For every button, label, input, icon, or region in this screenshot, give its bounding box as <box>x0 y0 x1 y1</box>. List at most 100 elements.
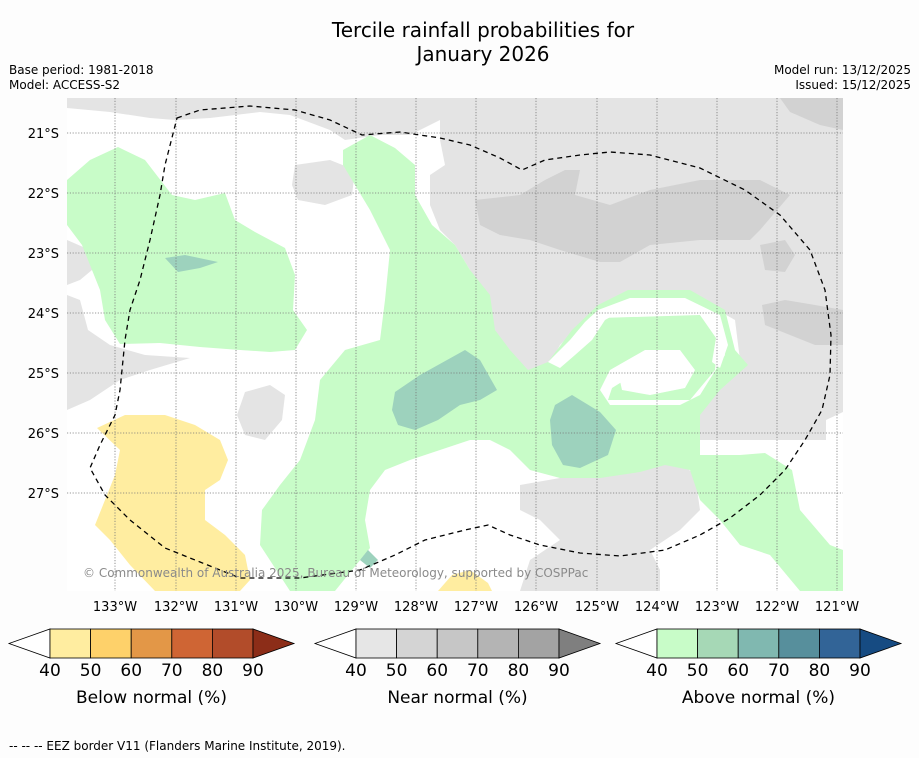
below-normal-segment-70 <box>171 628 213 659</box>
near-normal-core-ne <box>780 98 843 130</box>
near-normal-tick-80: 80 <box>508 661 530 681</box>
lon-label-131w: 131°W <box>214 600 258 615</box>
below-normal-tick-70: 70 <box>161 661 183 681</box>
below-normal-colorbar: 40 50 60 70 80 90 Below normal (%) <box>7 628 296 708</box>
copyright-attribution: © Commonwealth of Australia 2025, Bureau… <box>83 566 588 580</box>
above-normal-colorbar: 40 50 60 70 80 90 Above normal (%) <box>614 628 903 708</box>
above-normal-extend-min <box>614 628 658 659</box>
lon-label-125w: 125°W <box>575 600 619 615</box>
above-normal-segment-70 <box>778 628 820 659</box>
lon-label-128w: 128°W <box>394 600 438 615</box>
lat-label-25s: 25°S <box>28 367 59 382</box>
below-normal-segment-40 <box>49 628 91 659</box>
below-normal-region-southwest <box>95 415 250 591</box>
title-line-2: January 2026 <box>416 42 550 66</box>
near-normal-segment-80 <box>518 628 560 659</box>
below-normal-tick-40: 40 <box>39 661 61 681</box>
near-normal-region-southeast <box>520 462 700 591</box>
above-normal-tick-80: 80 <box>809 661 831 681</box>
map-panel: © Commonwealth of Australia 2025, Bureau… <box>67 98 843 591</box>
lat-label-21s: 21°S <box>28 127 59 142</box>
above-normal-core-west <box>165 255 218 272</box>
meta-right: Model run: 13/12/2025 Issued: 15/12/2025 <box>774 63 911 93</box>
latitude-labels: 21°S 22°S 23°S 24°S 25°S 26°S 27°S <box>28 127 59 502</box>
above-normal-tick-50: 50 <box>687 661 709 681</box>
near-normal-tick-50: 50 <box>386 661 408 681</box>
below-normal-tick-50: 50 <box>80 661 102 681</box>
lon-label-121w: 121°W <box>815 600 859 615</box>
below-normal-segment-50 <box>90 628 132 659</box>
near-normal-blob-south <box>237 385 285 440</box>
near-normal-region-north <box>67 98 440 140</box>
near-normal-segment-70 <box>477 628 519 659</box>
above-normal-ring-outer-gap <box>548 298 728 368</box>
above-normal-label: Above normal (%) <box>682 688 835 708</box>
below-normal-segment-60 <box>130 628 173 659</box>
eez-border <box>89 105 832 579</box>
graticule <box>67 98 843 591</box>
lon-label-129w: 129°W <box>334 600 378 615</box>
probability-fields <box>67 98 843 591</box>
above-normal-tick-70: 70 <box>768 661 790 681</box>
near-normal-extend-max <box>558 628 602 659</box>
below-normal-extend-max <box>252 628 296 659</box>
above-normal-extend-max <box>859 628 903 659</box>
near-normal-tick-70: 70 <box>467 661 489 681</box>
lon-label-130w: 130°W <box>274 600 318 615</box>
above-normal-segment-60 <box>737 628 780 659</box>
lat-label-23s: 23°S <box>28 247 59 262</box>
lon-label-124w: 124°W <box>635 600 679 615</box>
lat-label-22s: 22°S <box>28 187 59 202</box>
base-period: Base period: 1981-2018 <box>9 63 154 77</box>
near-normal-blob-center <box>292 160 355 205</box>
below-normal-region-south <box>438 570 492 591</box>
below-normal-tick-60: 60 <box>120 661 142 681</box>
near-normal-extend-min <box>313 628 357 659</box>
issued-date: Issued: 15/12/2025 <box>795 78 911 92</box>
above-normal-core-south <box>360 550 378 568</box>
above-normal-tick-60: 60 <box>727 661 749 681</box>
model-run: Model run: 13/12/2025 <box>773 63 911 77</box>
near-normal-segment-40 <box>355 628 397 659</box>
near-normal-region-west <box>67 240 190 410</box>
lon-label-123w: 123°W <box>695 600 739 615</box>
near-normal-tick-90: 90 <box>548 661 570 681</box>
lat-label-27s: 27°S <box>28 487 59 502</box>
below-normal-label: Below normal (%) <box>76 688 227 708</box>
lat-label-24s: 24°S <box>28 307 59 322</box>
below-normal-segment-80 <box>211 628 254 659</box>
below-normal-tick-90: 90 <box>242 661 264 681</box>
meta-left: Base period: 1981-2018 Model: ACCESS-S2 <box>9 63 154 93</box>
model-name: Model: ACCESS-S2 <box>9 78 121 92</box>
above-normal-segment-80 <box>819 628 861 659</box>
above-normal-segment-50 <box>697 628 739 659</box>
above-normal-region-west <box>67 147 307 352</box>
near-normal-core-east <box>760 240 843 345</box>
above-normal-tick-90: 90 <box>849 661 871 681</box>
longitude-labels: 133°W 132°W 131°W 130°W 129°W 128°W 127°… <box>93 600 859 615</box>
above-normal-tick-40: 40 <box>646 661 668 681</box>
below-normal-tick-80: 80 <box>202 661 224 681</box>
lat-label-26s: 26°S <box>28 427 59 442</box>
above-normal-ring-gap <box>600 305 725 405</box>
near-normal-segment-50 <box>396 628 438 659</box>
above-normal-core-east <box>550 395 616 468</box>
map-title: Tercile rainfall probabilities for Janua… <box>0 18 919 66</box>
lon-label-132w: 132°W <box>154 600 198 615</box>
lon-label-127w: 127°W <box>454 600 498 615</box>
near-normal-segment-60 <box>436 628 479 659</box>
near-normal-colorbar: 40 50 60 70 80 90 Near normal (%) <box>313 628 602 708</box>
lon-label-133w: 133°W <box>93 600 137 615</box>
near-normal-label: Near normal (%) <box>387 688 527 708</box>
near-normal-tick-40: 40 <box>345 661 367 681</box>
colorbar-legends: 40 50 60 70 80 90 Below normal (%) 40 50 60 70 80 90… <box>7 628 903 708</box>
above-normal-core-central <box>392 350 497 430</box>
near-normal-tick-60: 60 <box>426 661 448 681</box>
lon-label-122w: 122°W <box>755 600 799 615</box>
eez-footnote: -- -- -- EEZ border V11 (Flanders Marine… <box>9 739 346 753</box>
title-line-1: Tercile rainfall probabilities for <box>331 18 635 42</box>
above-normal-segment-40 <box>656 628 698 659</box>
below-normal-extend-min <box>7 628 51 659</box>
lon-label-126w: 126°W <box>514 600 558 615</box>
